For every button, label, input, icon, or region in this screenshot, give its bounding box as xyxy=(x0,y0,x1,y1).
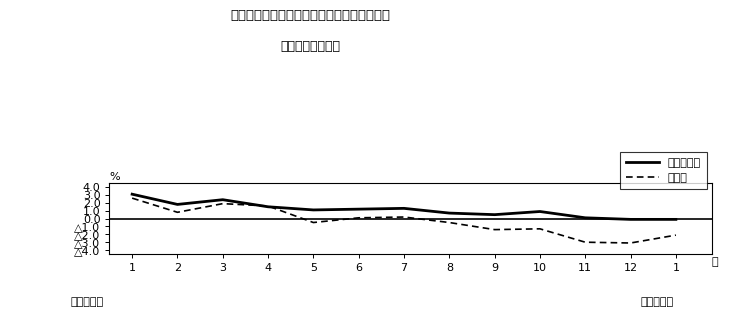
製造業 xyxy=(309,221,317,224)
Line: 製造業: 製造業 xyxy=(132,198,676,243)
調査産業計 xyxy=(263,205,272,209)
Text: 平成２３年: 平成２３年 xyxy=(70,297,104,307)
製造業 xyxy=(354,216,363,220)
製造業 xyxy=(218,202,227,206)
製造業 xyxy=(581,240,590,244)
調査産業計 xyxy=(400,206,408,210)
調査産業計 xyxy=(581,216,590,220)
製造業 xyxy=(263,204,272,208)
調査産業計 xyxy=(445,211,454,215)
調査産業計 xyxy=(309,208,317,212)
Legend: 調査産業計, 製造業: 調査産業計, 製造業 xyxy=(620,152,707,189)
製造業 xyxy=(536,227,545,231)
製造業 xyxy=(671,233,680,237)
Text: 第３図　常用雇用指数　対前年同月比の推移: 第３図 常用雇用指数 対前年同月比の推移 xyxy=(231,9,391,22)
製造業 xyxy=(128,196,137,200)
調査産業計 xyxy=(626,218,635,221)
調査産業計 xyxy=(218,198,227,202)
調査産業計 xyxy=(490,213,499,216)
Text: （規模５人以上）: （規模５人以上） xyxy=(280,40,341,53)
製造業 xyxy=(173,210,182,214)
Text: 月: 月 xyxy=(711,257,718,267)
調査産業計 xyxy=(128,192,137,196)
調査産業計 xyxy=(354,207,363,211)
調査産業計 xyxy=(173,202,182,206)
調査産業計 xyxy=(671,218,680,221)
Line: 調査産業計: 調査産業計 xyxy=(132,194,676,219)
調査産業計 xyxy=(536,210,545,213)
Text: 平成２４年: 平成２４年 xyxy=(640,297,673,307)
Text: %: % xyxy=(110,172,120,182)
製造業 xyxy=(445,221,454,224)
製造業 xyxy=(626,241,635,245)
製造業 xyxy=(490,228,499,232)
製造業 xyxy=(400,215,408,219)
